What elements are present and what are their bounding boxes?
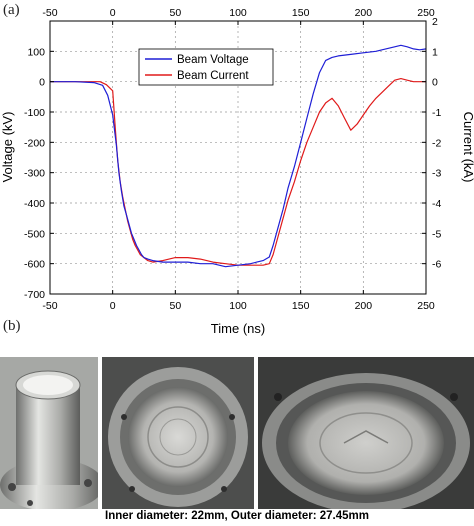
y-right-tick-label: 1: [432, 46, 438, 58]
y-right-tick-label: -1: [432, 107, 441, 119]
x-tick-label-top: 100: [229, 7, 247, 19]
y-axis-left-label: Voltage (kV): [0, 112, 15, 183]
x-tick-label-top: 0: [110, 7, 116, 19]
y-right-tick-label: -5: [432, 228, 441, 240]
x-tick-label: 250: [417, 300, 435, 312]
photo-cathode-face-closeup: [258, 357, 474, 509]
x-tick-label: 0: [110, 300, 116, 312]
series-lines: [50, 44, 427, 268]
y-left-tick-label: -700: [24, 289, 45, 301]
x-axis-label: Time (ns): [211, 321, 265, 336]
photo-anode-face-view: [102, 357, 254, 509]
x-tick-label-top: 50: [169, 7, 181, 19]
legend-label-current: Beam Current: [177, 70, 249, 82]
legend-label-voltage: Beam Voltage: [177, 54, 249, 66]
y-left-tick-label: -500: [24, 228, 45, 240]
tick-labels: -50-50005050100100150150200200250250-700…: [24, 7, 442, 312]
y-left-tick-label: -100: [24, 107, 45, 119]
photo-cathode-side-view: [0, 357, 98, 509]
x-tick-label: 150: [292, 300, 310, 312]
x-tick-label: 100: [229, 300, 247, 312]
y-right-tick-label: -6: [432, 259, 441, 271]
x-tick-label-top: -50: [42, 7, 57, 19]
y-left-tick-label: -600: [24, 259, 45, 271]
x-tick-label: 50: [169, 300, 181, 312]
voltage-current-chart: -50-50005050100100150150200200250250-700…: [0, 7, 474, 336]
panel-b-label: (b): [3, 318, 21, 334]
y-axis-right-label: Current (kA): [461, 112, 474, 183]
y-left-tick-label: -400: [24, 198, 45, 210]
y-right-tick-label: -3: [432, 168, 441, 180]
y-right-tick-label: 0: [432, 77, 438, 89]
y-left-tick-label: 100: [27, 46, 45, 58]
x-tick-label-top: 250: [417, 7, 435, 19]
y-left-tick-label: 0: [39, 77, 45, 89]
y-left-tick-label: -300: [24, 168, 45, 180]
y-right-tick-label: -4: [432, 198, 441, 210]
x-tick-label-top: 150: [292, 7, 310, 19]
figure-caption: Inner diameter: 22mm, Outer diameter: 27…: [105, 510, 369, 522]
legend-box: [138, 48, 274, 86]
x-tick-label-top: 200: [355, 7, 373, 19]
panel-a-label: (a): [3, 2, 20, 18]
y-left-tick-label: -200: [24, 137, 45, 149]
legend: Beam Voltage Beam Current: [138, 48, 274, 86]
x-tick-label: -50: [42, 300, 57, 312]
y-right-tick-label: -2: [432, 137, 441, 149]
y-right-tick-label: 2: [432, 16, 438, 28]
series-line-beam-voltage: [50, 44, 427, 268]
x-tick-label: 200: [355, 300, 373, 312]
